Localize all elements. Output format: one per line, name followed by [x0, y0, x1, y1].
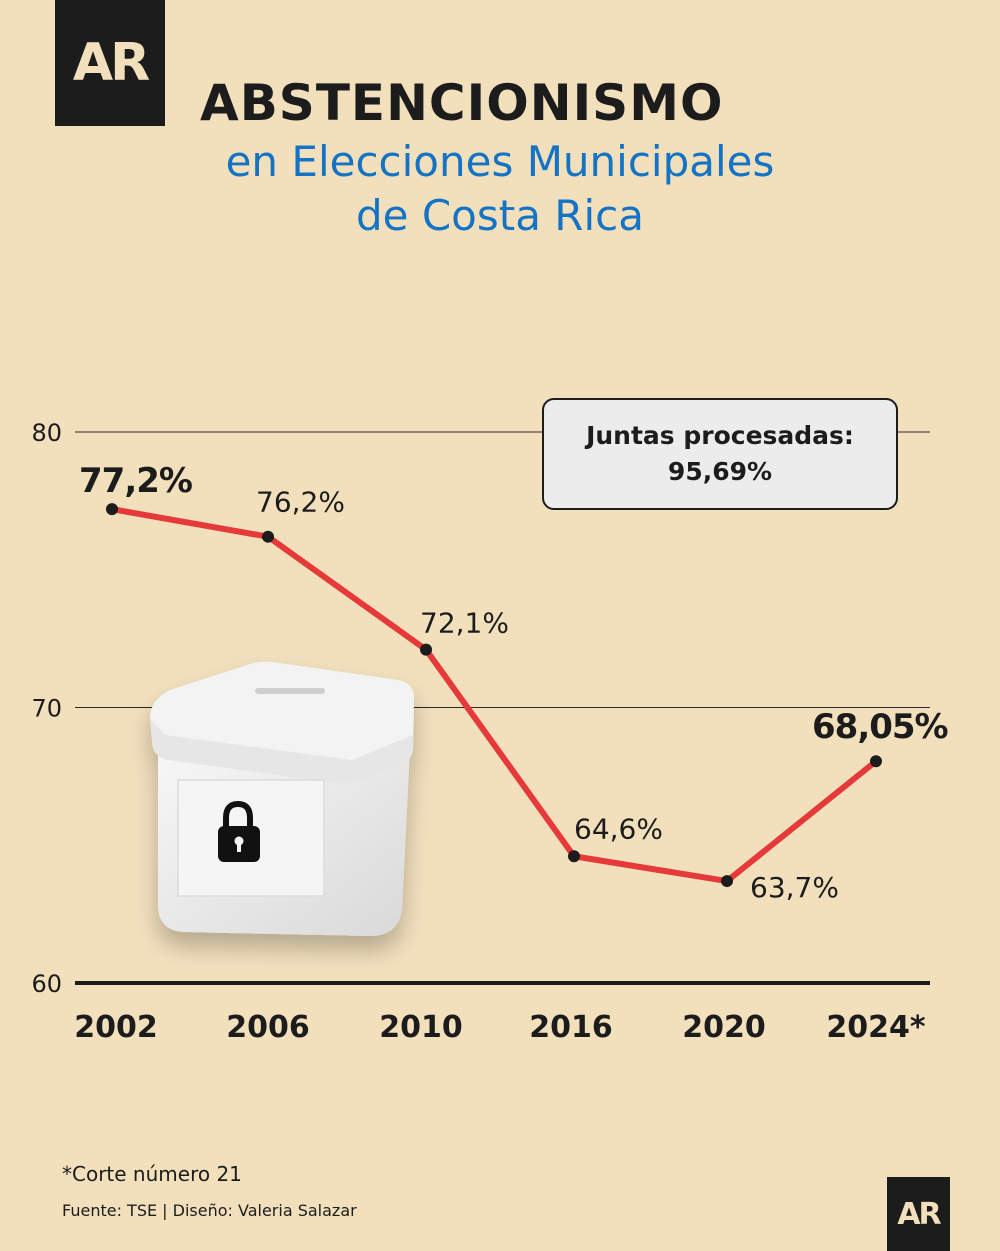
brand-logo: AR — [55, 0, 165, 126]
page-subtitle: en Elecciones Municipales de Costa Rica — [0, 135, 1000, 243]
x-tick-label: 2024* — [826, 1010, 925, 1045]
x-tick-label: 2016 — [529, 1010, 613, 1045]
data-label: 77,2% — [79, 461, 192, 501]
y-tick-label: 70 — [31, 695, 62, 723]
y-tick-label: 60 — [31, 970, 62, 998]
data-point — [262, 530, 274, 543]
data-point — [870, 755, 882, 768]
x-tick-label: 2002 — [74, 1010, 158, 1045]
data-label: 76,2% — [256, 486, 345, 519]
data-label: 63,7% — [750, 871, 839, 904]
x-tick-label: 2006 — [226, 1010, 310, 1045]
callout-value: 95,69% — [667, 457, 773, 486]
data-label: 72,1% — [420, 607, 509, 640]
callout-label: Juntas procesadas: — [586, 421, 854, 450]
data-point — [420, 643, 432, 656]
series-line — [109, 506, 879, 885]
subtitle-line-1: en Elecciones Municipales — [225, 137, 775, 186]
page-title: ABSTENCIONISMO — [200, 74, 724, 132]
y-tick-label: 80 — [31, 419, 62, 447]
source-credits: Fuente: TSE | Diseño: Valeria Salazar — [62, 1201, 357, 1220]
processed-tables-callout: Juntas procesadas: 95,69% — [542, 398, 898, 510]
brand-logo-footer: AR — [887, 1177, 950, 1251]
data-point — [568, 850, 580, 863]
footnote: *Corte número 21 — [62, 1162, 242, 1186]
data-point — [106, 503, 118, 516]
padlock-icon — [218, 800, 260, 862]
x-tick-label: 2010 — [379, 1010, 463, 1045]
data-label: 68,05% — [812, 707, 948, 747]
ballot-box-icon — [150, 661, 414, 936]
data-label: 64,6% — [574, 812, 663, 845]
x-tick-label: 2020 — [682, 1010, 766, 1045]
subtitle-line-2: de Costa Rica — [356, 191, 644, 240]
data-point — [721, 875, 733, 888]
